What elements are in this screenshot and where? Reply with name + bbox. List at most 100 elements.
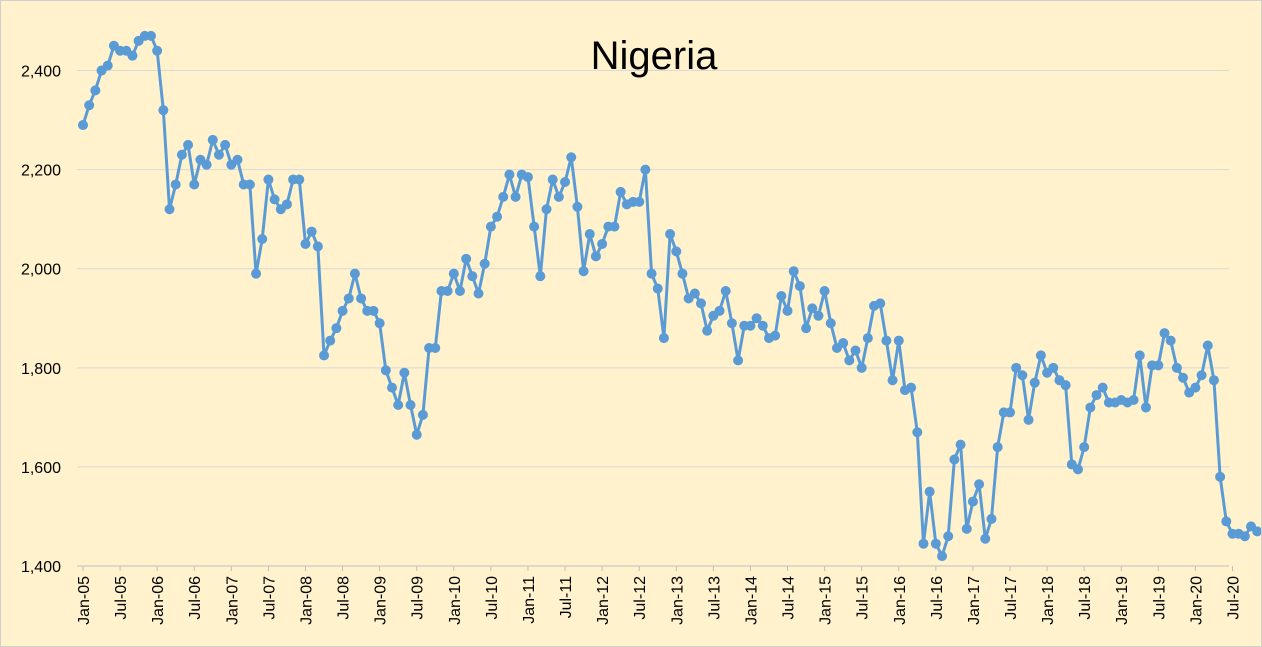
data-point <box>461 253 472 264</box>
data-point <box>1128 395 1139 406</box>
data-point <box>634 196 645 207</box>
x-tick-label: Jan-08 <box>298 576 315 625</box>
data-point <box>170 179 181 190</box>
data-point <box>1252 526 1261 537</box>
data-point <box>770 330 781 341</box>
data-point <box>1005 407 1015 418</box>
data-point <box>547 174 558 185</box>
data-point <box>485 221 496 232</box>
data-point <box>584 229 595 240</box>
data-point <box>1202 340 1213 351</box>
data-point <box>801 323 812 334</box>
data-point <box>862 333 873 344</box>
data-point <box>300 238 311 249</box>
data-point <box>1165 335 1176 346</box>
data-point <box>1079 442 1090 453</box>
data-point <box>84 100 95 111</box>
x-tick-label: Jan-18 <box>1040 576 1057 625</box>
data-point <box>881 335 892 346</box>
data-point <box>90 85 101 96</box>
data-point <box>949 454 960 465</box>
data-point <box>405 399 416 410</box>
data-point <box>597 238 608 249</box>
data-point <box>78 120 88 131</box>
data-point <box>658 333 669 344</box>
data-point <box>522 172 533 183</box>
data-point <box>553 191 564 202</box>
data-point <box>714 305 725 316</box>
data-point <box>281 199 292 210</box>
data-point <box>757 320 768 331</box>
data-point <box>782 305 793 316</box>
x-tick-label: Jan-17 <box>966 576 983 625</box>
data-point <box>875 298 886 309</box>
data-point <box>1072 464 1083 475</box>
data-point <box>399 367 410 378</box>
data-point <box>726 318 737 329</box>
data-point <box>906 382 917 393</box>
data-point <box>819 286 830 297</box>
data-point <box>349 268 360 279</box>
data-point <box>269 194 280 205</box>
data-point <box>541 204 552 215</box>
data-point <box>609 221 620 232</box>
data-point <box>467 271 478 282</box>
x-tick-label: Jul-17 <box>1003 576 1020 620</box>
gridlines <box>77 70 1229 468</box>
x-tick-label: Jan-13 <box>669 576 686 625</box>
data-point <box>1017 370 1028 381</box>
data-point <box>337 305 348 316</box>
data-point <box>473 288 484 299</box>
data-point <box>838 338 849 349</box>
data-point <box>251 268 262 279</box>
data-point <box>1023 414 1034 425</box>
data-point <box>788 266 799 277</box>
data-point <box>696 298 706 309</box>
data-point <box>417 409 428 420</box>
y-tick-label: 1,800 <box>21 361 61 378</box>
data-point <box>850 345 861 356</box>
x-tick-label: Jan-05 <box>76 576 93 625</box>
data-point <box>356 293 367 304</box>
x-tick-label: Jul-20 <box>1225 576 1242 620</box>
x-axis-tick-labels: Jan-05 Jul-05 Jan-06 Jul-06 Jan-07 Jul-07 Jan-… <box>76 576 1242 625</box>
data-point <box>912 427 923 438</box>
data-point <box>924 486 935 497</box>
data-point <box>448 268 459 279</box>
data-point <box>794 281 805 292</box>
data-point <box>578 266 589 277</box>
y-tick-label: 2,400 <box>21 64 61 81</box>
data-point <box>813 310 824 321</box>
data-point <box>1190 382 1201 393</box>
data-point <box>844 355 855 366</box>
data-point <box>967 496 978 507</box>
data-point <box>145 30 156 41</box>
data-point <box>1029 377 1040 388</box>
data-point <box>986 513 997 524</box>
x-tick-label: Jan-12 <box>595 576 612 625</box>
data-point <box>992 442 1003 453</box>
y-tick-label: 2,200 <box>21 163 61 180</box>
x-tick-label: Jan-15 <box>818 576 835 625</box>
data-point <box>893 335 904 346</box>
data-point <box>646 268 657 279</box>
data-point <box>127 50 138 61</box>
data-point <box>1171 362 1182 373</box>
x-tick-label: Jan-06 <box>150 576 167 625</box>
data-point <box>442 286 453 297</box>
x-tick-label: Jan-20 <box>1188 576 1205 625</box>
data-point <box>411 429 422 440</box>
x-tick-label: Jul-13 <box>706 576 723 620</box>
y-tick-label: 1,600 <box>21 460 61 477</box>
x-tick-label: Jul-18 <box>1077 576 1094 620</box>
data-point <box>176 149 187 160</box>
data-point <box>387 382 397 393</box>
x-tick-label: Jan-09 <box>373 576 390 625</box>
x-tick-label: Jan-19 <box>1114 576 1131 625</box>
data-point <box>665 229 676 240</box>
data-point <box>294 174 305 185</box>
data-point <box>430 343 441 353</box>
series <box>78 30 1261 562</box>
data-point <box>776 290 787 301</box>
data-point <box>498 191 509 202</box>
